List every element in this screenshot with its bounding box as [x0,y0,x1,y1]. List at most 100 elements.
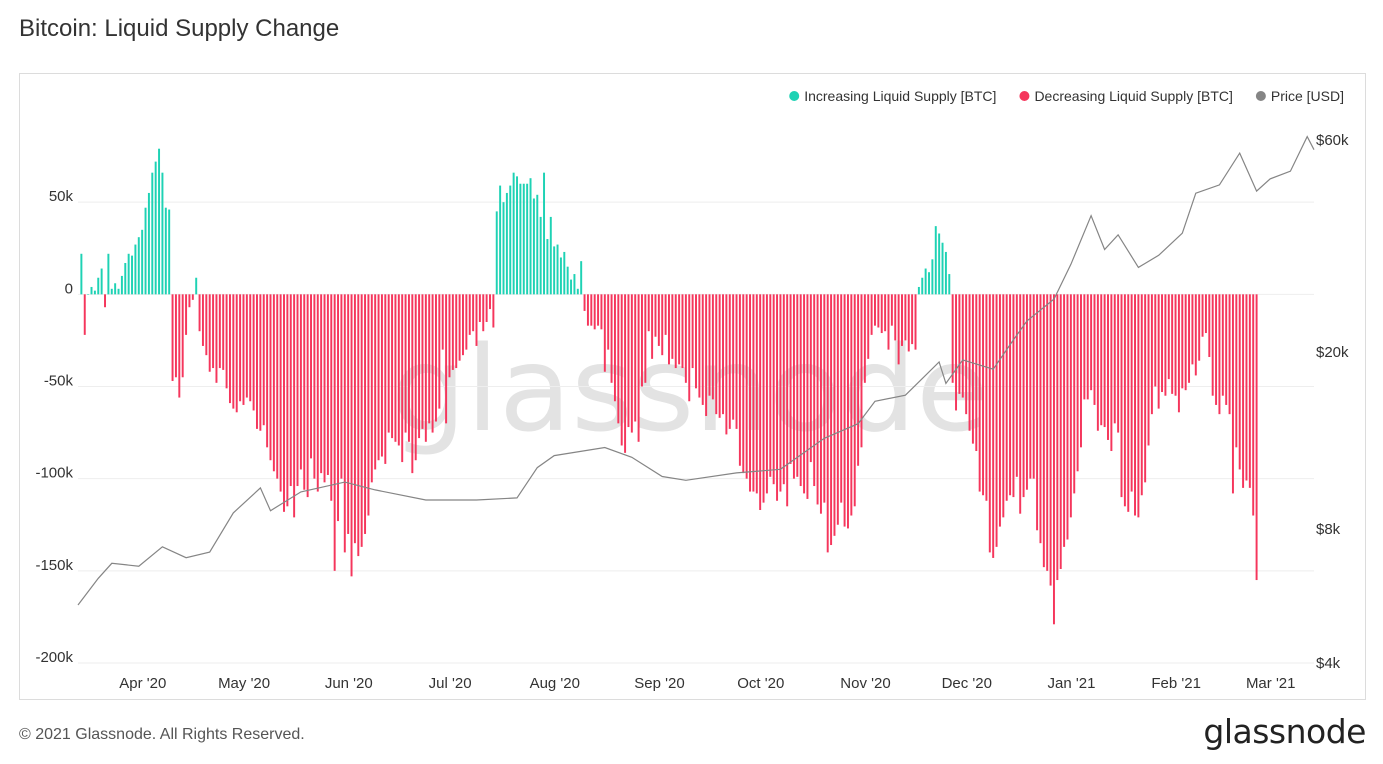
bar-decreasing [998,294,1001,527]
x-tick-label: Sep '20 [634,675,684,692]
y-left-tick-label: 0 [65,280,73,297]
bar-decreasing [1032,294,1035,479]
bar-decreasing [995,294,998,547]
bar-decreasing [485,294,488,322]
bar-increasing [944,251,947,295]
bar-increasing [154,161,157,295]
bar-decreasing [269,294,272,461]
y-left-tick-label: -200k [35,649,73,666]
bar-decreasing [323,294,326,483]
bar-decreasing [840,294,843,503]
bar-decreasing [1046,294,1049,571]
bar-decreasing [732,294,735,420]
bar-decreasing [104,294,106,308]
bar-decreasing [283,294,285,512]
bar-decreasing [749,294,752,492]
bar-decreasing [1201,294,1204,337]
bar-decreasing [482,294,485,332]
bar-decreasing [816,294,819,505]
bar-decreasing [806,294,809,499]
bar-decreasing [225,294,228,389]
bar-decreasing [613,294,616,402]
bar-decreasing [647,294,650,332]
bar-increasing [141,229,144,295]
bar-decreasing [617,294,620,424]
bar-decreasing [826,294,829,553]
bar-decreasing [239,294,242,402]
bar-increasing [147,192,150,295]
bar-increasing [536,194,539,295]
bar-decreasing [600,294,603,330]
bar-increasing [107,253,110,295]
bar-decreasing [1137,294,1140,518]
bar-decreasing [792,294,795,479]
bar-decreasing [586,294,589,326]
bar-decreasing [424,294,427,442]
bar-decreasing [272,294,275,472]
bar-decreasing [266,294,269,448]
bar-decreasing [678,294,681,365]
price-line [77,135,1315,606]
bar-decreasing [603,294,606,372]
bar-decreasing [1150,294,1153,415]
legend-dot [1019,91,1030,101]
bar-decreasing [465,294,468,350]
bar-decreasing [1134,294,1136,516]
bar-increasing [110,288,113,295]
bar-increasing [941,242,944,295]
bar-decreasing [782,294,785,485]
bar-decreasing [1012,294,1015,498]
bar-decreasing [846,294,849,529]
bar-increasing [516,176,518,295]
bar-decreasing [688,294,691,402]
bar-increasing [134,244,137,295]
bar-decreasing [448,294,451,378]
bar-decreasing [1238,294,1241,470]
bar-decreasing [701,294,704,405]
bar-decreasing [1120,294,1123,498]
bar-decreasing [256,294,258,429]
bar-decreasing [1191,294,1194,365]
bar-decreasing [1225,294,1228,405]
bar-decreasing [455,294,458,369]
bar-decreasing [907,294,910,352]
bar-decreasing [1110,294,1113,452]
bar-decreasing [958,294,961,394]
bar-decreasing [1218,294,1221,415]
bar-decreasing [1130,294,1133,492]
bar-increasing [93,290,96,295]
legend-label: Increasing Liquid Supply [BTC] [804,88,996,104]
bar-decreasing [387,294,390,433]
bar-decreasing [228,294,231,404]
bar-decreasing [445,294,448,424]
bar-decreasing [813,294,816,487]
bar-decreasing [1252,294,1255,516]
legend: Price [USD] Decreasing Liquid Supply [BTC… [789,88,1344,104]
glassnode-logo[interactable]: glassnode [1203,712,1366,751]
bar-increasing [526,183,529,295]
bar-decreasing [590,294,593,326]
bar-decreasing [975,294,978,452]
bar-decreasing [610,294,613,383]
x-tick-label: Jan '21 [1048,675,1096,692]
bar-increasing [137,237,140,295]
bar-decreasing [1171,294,1174,394]
bar-decreasing [1231,294,1234,494]
bar-decreasing [1019,294,1022,514]
bar-decreasing [1248,294,1251,488]
bar-decreasing [262,294,265,426]
bar-decreasing [657,294,660,346]
bar-decreasing [857,294,860,466]
bar-decreasing [951,294,954,383]
bar-decreasing [191,294,194,300]
bar-decreasing [593,294,596,330]
bar-decreasing [674,294,677,369]
bar-decreasing [1164,294,1167,396]
bar-decreasing [904,294,907,341]
bar-decreasing [776,294,779,501]
bar-decreasing [1127,294,1130,512]
bar-decreasing [789,294,792,464]
x-axis: Apr '20 May '20 Jun '20 Jul '20 Aug '20 Sep '… [119,675,1295,692]
y-left-tick-label: -100k [35,465,73,482]
y-axis-left: 50k 0 -50k -100k -150k -200k [35,188,73,666]
